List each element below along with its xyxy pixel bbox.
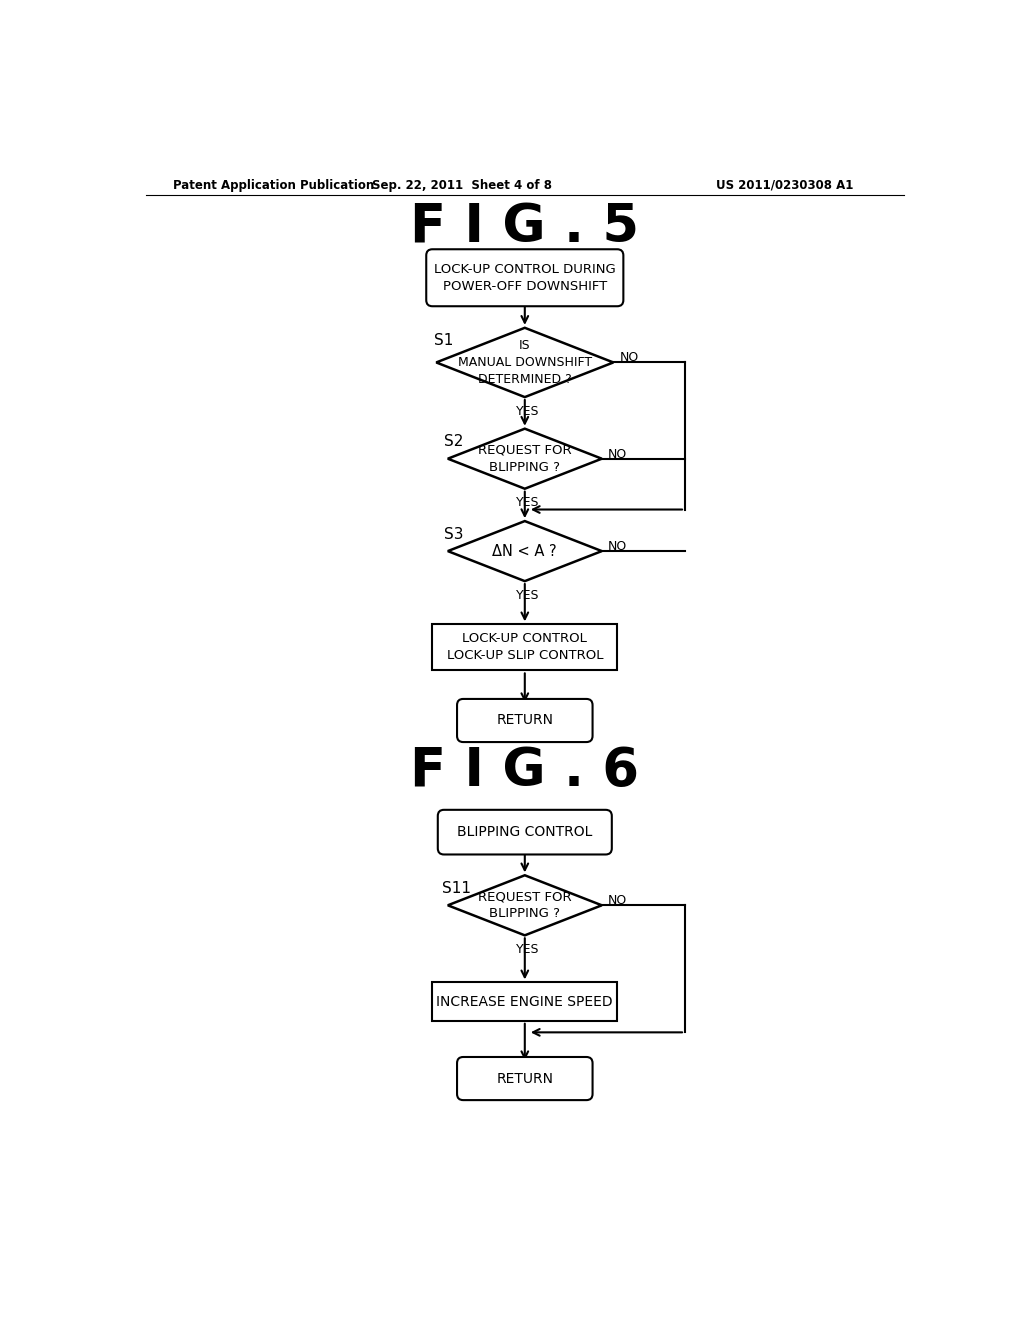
Text: S3: S3: [444, 527, 464, 541]
Polygon shape: [447, 875, 602, 936]
FancyBboxPatch shape: [426, 249, 624, 306]
Text: Sep. 22, 2011  Sheet 4 of 8: Sep. 22, 2011 Sheet 4 of 8: [372, 178, 552, 191]
Text: ΔN < A ?: ΔN < A ?: [493, 544, 557, 558]
FancyBboxPatch shape: [457, 700, 593, 742]
Polygon shape: [436, 327, 613, 397]
Text: YES: YES: [516, 496, 540, 510]
FancyBboxPatch shape: [438, 810, 611, 854]
Text: F I G . 5: F I G . 5: [411, 202, 639, 253]
Text: S2: S2: [444, 434, 463, 449]
Text: S11: S11: [441, 880, 471, 896]
Text: IS
MANUAL DOWNSHIFT
DETERMINED ?: IS MANUAL DOWNSHIFT DETERMINED ?: [458, 339, 592, 385]
Text: LOCK-UP CONTROL
LOCK-UP SLIP CONTROL: LOCK-UP CONTROL LOCK-UP SLIP CONTROL: [446, 632, 603, 663]
Text: RETURN: RETURN: [497, 1072, 553, 1085]
Text: NO: NO: [608, 894, 628, 907]
Text: LOCK-UP CONTROL DURING
POWER-OFF DOWNSHIFT: LOCK-UP CONTROL DURING POWER-OFF DOWNSHI…: [434, 263, 615, 293]
Bar: [432, 624, 617, 671]
Text: Patent Application Publication: Patent Application Publication: [173, 178, 374, 191]
Text: NO: NO: [608, 540, 628, 553]
Text: US 2011/0230308 A1: US 2011/0230308 A1: [717, 178, 854, 191]
Text: F I G . 6: F I G . 6: [411, 744, 639, 796]
Text: BLIPPING CONTROL: BLIPPING CONTROL: [457, 825, 593, 840]
Text: S4: S4: [434, 630, 454, 644]
Text: INCREASE ENGINE SPEED: INCREASE ENGINE SPEED: [436, 994, 613, 1008]
Text: RETURN: RETURN: [497, 714, 553, 727]
Text: REQUEST FOR
BLIPPING ?: REQUEST FOR BLIPPING ?: [478, 444, 571, 474]
Text: NO: NO: [620, 351, 639, 364]
Text: YES: YES: [516, 405, 540, 418]
Text: NO: NO: [608, 447, 628, 461]
Text: YES: YES: [516, 942, 540, 956]
Polygon shape: [447, 521, 602, 581]
Text: S1: S1: [434, 334, 454, 348]
Bar: [432, 982, 617, 1020]
Text: YES: YES: [516, 589, 540, 602]
Text: S12: S12: [434, 983, 463, 998]
Polygon shape: [447, 429, 602, 488]
FancyBboxPatch shape: [457, 1057, 593, 1100]
Text: REQUEST FOR
BLIPPING ?: REQUEST FOR BLIPPING ?: [478, 890, 571, 920]
